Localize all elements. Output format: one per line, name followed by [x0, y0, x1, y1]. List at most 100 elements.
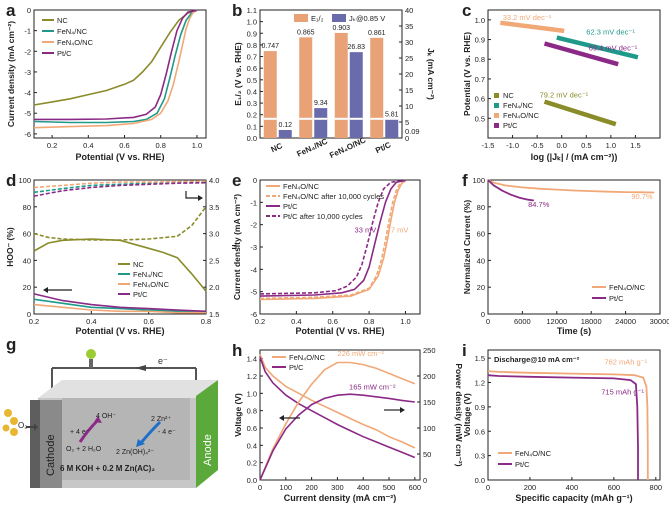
y-axis-label-left: E₁/₂ (V vs. RHE) [233, 42, 243, 106]
h-x-tick-label: 600 [409, 483, 422, 492]
f-y-tick-label: 60 [477, 230, 485, 239]
legend-label: FeN₄/NC [133, 270, 164, 279]
anode-electrode [196, 380, 218, 488]
peak-power-label-fen4onc: 226 mW cm⁻² [337, 349, 384, 358]
shift-label-ptc: 33 mV [355, 225, 377, 234]
b-y-tick-label: 0.4 [247, 87, 257, 96]
cell-top [38, 380, 218, 398]
b-y-tick-label: 0.6 [247, 64, 257, 73]
a-y-tick-label: -2 [24, 47, 31, 56]
h-y-right-tick-label: 50 [423, 450, 431, 459]
series-line-FeN4ONC [487, 179, 655, 194]
d-y-tick-label: 100 [18, 176, 31, 185]
c-x-tick-label: -1.5 [482, 141, 495, 150]
legend-label: NC [503, 91, 514, 100]
anode-reaction-electrons: - 4 e⁻ [158, 429, 176, 436]
a-x-tick-label: 1.0 [192, 141, 202, 150]
series-line-FeN4ONC [500, 20, 565, 34]
panel-label-e: e [232, 171, 241, 190]
plot-frame [33, 9, 207, 139]
o2-bubble [10, 428, 18, 436]
c-y-tick-label: 0.5 [475, 114, 485, 123]
c-y-tick-label: 0.9 [475, 36, 485, 45]
series-line-PtC [33, 293, 207, 313]
y-axis-label: Current density (mA cm⁻²) [232, 194, 242, 300]
i-y-tick-label: 1.5 [475, 354, 485, 363]
i-x-tick-label: 0 [486, 483, 490, 492]
x-axis-label: Potential (V vs. RHE) [75, 326, 164, 336]
bar-jk [314, 108, 328, 138]
category-label: FeN₄/NC [295, 137, 329, 159]
y-axis-label: Current density (mA cm⁻²) [6, 21, 16, 127]
plot-frame [33, 179, 207, 315]
panel-c: c -1.5 -1.0 -0.5 0.0 0.5 1.0 1.5 0.5 0.6 0.7 0.8 0.9… [462, 1, 661, 162]
legend-label: E₁/₂ [311, 14, 324, 23]
y-axis-label: Voltage (V) [462, 393, 472, 437]
panel-label-f: f [462, 171, 468, 190]
h-y-tick-label: 0.8 [247, 407, 257, 416]
series-line-FeN4ONC [259, 361, 416, 481]
c-x-tick-label: 1.5 [630, 141, 640, 150]
legend-label: FeN₄O/NC [283, 182, 320, 191]
legend-label: NC [133, 260, 144, 269]
b-y-right-tick-label: 5 [405, 118, 409, 127]
series-line-PtC [259, 393, 415, 481]
discharge-condition-label: Discharge@10 mA cm⁻² [494, 355, 580, 364]
d-y-right-tick-label: 1.5 [209, 310, 219, 319]
series-line-NC [33, 206, 207, 241]
i-y-tick-label: 0.6 [475, 427, 485, 436]
series-line-FeN4ONC [259, 354, 416, 449]
f-x-tick-label: 24000 [615, 317, 636, 326]
f-y-tick-label: 40 [477, 256, 485, 265]
series-line-FeN4NC [33, 298, 206, 313]
b-y-right-tick-label: 30 [405, 38, 413, 47]
e-y-tick-label: -2 [250, 221, 257, 230]
peak-power-label-ptc: 165 mW cm⁻² [349, 383, 396, 392]
b-y-tick-label: 0.7 [247, 53, 257, 62]
i-y-tick-label: 0.3 [475, 452, 485, 461]
x-axis-label: Time (s) [557, 326, 591, 336]
c-y-tick-label: 1.0 [475, 16, 485, 25]
a-y-tick-label: 0 [27, 6, 31, 15]
f-x-tick-label: 6000 [514, 317, 531, 326]
y-axis-label-right: n [230, 244, 240, 249]
bar-value-label-jk: 5.81 [385, 111, 399, 118]
e-x-tick-label: 0.6 [328, 317, 338, 326]
panel-d: d 0.2 0.4 0.6 0.8 0 20 40 60 80 100 1.5 2.0 2.5 3.0 3.5… [5, 171, 240, 336]
b-y-tick-label: 0.8 [247, 41, 257, 50]
x-axis-label: Potential (V vs. RHE) [295, 326, 384, 336]
bar-value-label-jk: 9.34 [314, 100, 328, 107]
series-line-PtC [34, 9, 198, 121]
b-y-tick-label: 0.9 [247, 29, 257, 38]
legend-label: FeN₄O/NC after 10,000 cycles [283, 192, 384, 201]
y-axis-label: Potential (V vs. RHE) [462, 32, 472, 116]
b-y-right-tick-label: 20 [405, 70, 413, 79]
f-x-tick-label: 30000 [650, 317, 669, 326]
a-y-tick-label: -1 [24, 27, 31, 36]
anode-reaction-in: 2 Zn²⁺ [151, 416, 171, 423]
a-y-tick-label: -6 [24, 130, 31, 139]
legend-label: Pt/C after 10,000 cycles [283, 212, 363, 221]
legend-label: Pt/C [609, 294, 624, 303]
d-y-right-tick-label: 3.0 [209, 230, 219, 239]
f-x-tick-label: 12000 [546, 317, 567, 326]
d-y-tick-label: 80 [23, 203, 31, 212]
bar-value-label-e12: 0.903 [332, 25, 350, 32]
slope-label-PtC: 69.4 mV dec⁻¹ [589, 43, 638, 52]
e-y-tick-label: 0 [253, 176, 257, 185]
b-y-tick-label: 0.3 [247, 99, 257, 108]
series-line-NC [543, 99, 617, 127]
legend-label: Pt/C [503, 121, 518, 130]
anode-reaction-out: 2 Zn(OH)₄²⁻ [116, 449, 154, 456]
h-x-tick-label: 400 [357, 483, 370, 492]
panel-label-a: a [6, 1, 16, 20]
slope-label-FeN4NC: 62.3 mV dec⁻¹ [586, 28, 635, 37]
f-x-tick-label: 0 [486, 317, 490, 326]
electron-label: e⁻ [158, 356, 168, 366]
d-y-tick-label: 20 [23, 283, 31, 292]
d-y-right-tick-label: 2.5 [209, 256, 219, 265]
plot-frame [487, 179, 661, 315]
anode-label: Anode [202, 434, 214, 466]
legend-marker-NC [494, 93, 499, 98]
h-y-tick-label: 1.2 [247, 372, 257, 381]
